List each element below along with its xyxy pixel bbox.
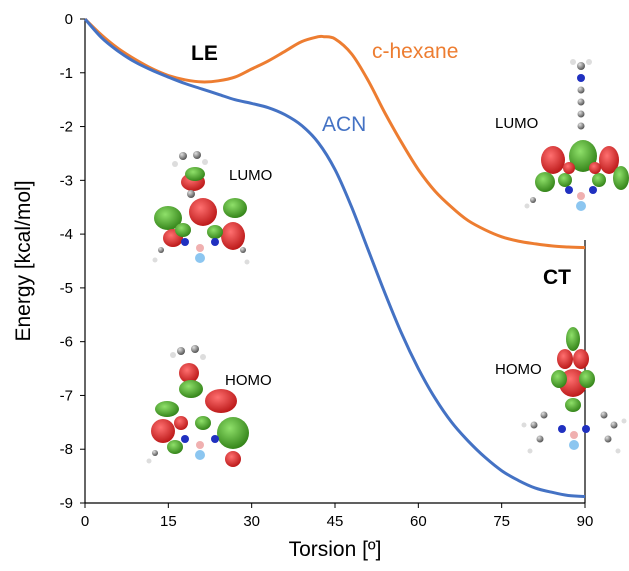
series-lines: [83, 17, 586, 498]
x-tick-label: 30: [243, 513, 260, 530]
x-ticks: 0 15 30 45 60 75 90: [81, 503, 594, 530]
molecule-lumo-left: [152, 151, 250, 265]
x-tick-label: 75: [493, 513, 510, 530]
y-tick-label: -5: [60, 280, 73, 297]
y-tick-label: 0: [65, 11, 73, 28]
y-tick-label: -8: [60, 441, 73, 458]
x-tick-label: 60: [410, 513, 427, 530]
orbital-label-homo-left: HOMO: [225, 372, 272, 389]
annotation-le: LE: [191, 42, 218, 65]
y-ticks: 0 -1 -2 -3 -4 -5 -6 -7 -8 -9: [60, 11, 85, 512]
orbital-label-lumo-left: LUMO: [229, 167, 272, 184]
molecule-homo-left: [146, 345, 249, 467]
axes: 0 -1 -2 -3 -4 -5 -6 -7 -8 -9 0 15 30 45 60 75 90: [60, 11, 594, 530]
orbital-label-lumo-right: LUMO: [495, 115, 538, 132]
y-tick-label: -9: [60, 495, 73, 512]
x-tick-label: 45: [327, 513, 344, 530]
y-tick-label: -1: [60, 65, 73, 82]
y-tick-label: -6: [60, 334, 73, 351]
y-tick-label: -2: [60, 119, 73, 136]
orbital-label-homo-right: HOMO: [495, 361, 542, 378]
y-tick-label: -3: [60, 172, 73, 189]
x-tick-label: 90: [577, 513, 594, 530]
series-line-acn: [83, 17, 586, 498]
series-label-c-hexane: c-hexane: [372, 40, 458, 63]
y-axis-title: Energy [kcal/mol]: [12, 180, 35, 341]
x-tick-label: 0: [81, 513, 89, 530]
molecule-homo-right: [521, 327, 627, 454]
y-tick-label: -7: [60, 387, 73, 404]
y-tick-label: -4: [60, 226, 73, 243]
annotation-ct: CT: [543, 266, 571, 289]
x-tick-label: 15: [160, 513, 177, 530]
molecule-lumo-right: [524, 59, 629, 211]
series-label-acn: ACN: [322, 113, 366, 136]
x-axis-title: Torsion [º]: [289, 538, 382, 561]
series-line-c-hexane: [83, 17, 586, 250]
